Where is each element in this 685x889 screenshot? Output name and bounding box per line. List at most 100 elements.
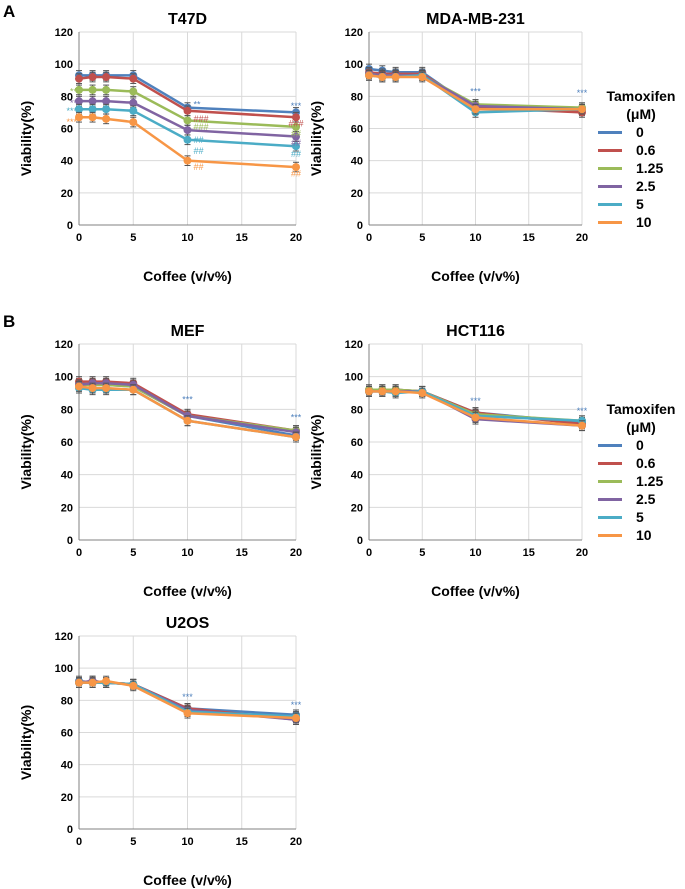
x-tick-label: 20 — [290, 836, 302, 848]
y-tick-label: 80 — [351, 404, 363, 416]
data-point — [75, 382, 83, 391]
data-point — [129, 74, 138, 83]
y-axis-label: Viability(%) — [308, 414, 324, 489]
data-point — [75, 113, 83, 122]
significance-annotation: ** — [194, 99, 202, 109]
significance-annotation: ## — [194, 162, 204, 172]
chart-t47d: 0 20 40 60 80 100 120 0 5 10 15 20 T47D Coffee (v/v%)… — [18, 11, 304, 284]
significance-annotation: *** — [470, 87, 481, 97]
data-point — [378, 387, 387, 396]
data-point — [88, 678, 97, 687]
data-point — [292, 714, 300, 723]
y-tick-label: 20 — [61, 792, 73, 804]
data-point — [183, 156, 192, 165]
legend-entry: 5 — [598, 508, 684, 526]
data-point — [183, 416, 192, 425]
data-point — [129, 98, 138, 107]
y-tick-label: 0 — [67, 220, 73, 232]
legend-swatch — [598, 533, 622, 537]
significance-annotation: ### — [288, 119, 303, 129]
legend-label: 2.5 — [636, 491, 656, 507]
y-tick-label: 120 — [55, 339, 73, 351]
x-tick-label: 15 — [236, 547, 248, 559]
data-point — [88, 113, 97, 122]
data-point — [183, 106, 192, 115]
legend-entry: 0 — [598, 436, 684, 454]
legend-swatch — [598, 220, 622, 224]
significance-annotation: ### — [194, 114, 209, 124]
legend-label: 10 — [636, 214, 652, 230]
legend-entry: 2.5 — [598, 490, 684, 508]
significance-annotation: ### — [194, 122, 209, 132]
legend-label: 0 — [636, 124, 644, 140]
legend-entry: 0 — [598, 123, 684, 141]
y-tick-label: 40 — [351, 470, 363, 482]
data-point — [88, 384, 97, 393]
y-tick-label: 0 — [67, 824, 73, 836]
y-tick-label: 20 — [351, 502, 363, 514]
data-point — [292, 113, 300, 122]
data-point — [88, 105, 97, 114]
legend-label: 5 — [636, 509, 644, 525]
series-5 — [75, 103, 300, 152]
legend-swatch — [598, 497, 622, 501]
data-point — [75, 678, 83, 687]
series-1.25 — [75, 84, 300, 133]
x-tick-label: 0 — [76, 836, 82, 848]
x-tick-label: 0 — [76, 547, 82, 559]
x-axis-label: Coffee (v/v%) — [431, 268, 520, 284]
data-point — [471, 413, 480, 422]
x-tick-label: 10 — [181, 232, 193, 244]
legend-swatch — [598, 202, 622, 206]
x-tick-label: 5 — [130, 547, 136, 559]
legend-label: 10 — [636, 527, 652, 543]
x-axis-label: Coffee (v/v%) — [431, 583, 520, 599]
series-10 — [75, 111, 300, 173]
y-tick-label: 40 — [61, 760, 73, 772]
chart-u2os: 0 20 40 60 80 100 120 0 5 10 15 20 U2OS Coffee (v/v%)… — [18, 615, 302, 888]
data-point — [183, 126, 192, 135]
x-tick-label: 0 — [366, 547, 372, 559]
y-tick-label: 60 — [61, 437, 73, 449]
chart-title: U2OS — [166, 615, 210, 632]
y-tick-label: 120 — [55, 631, 73, 643]
data-point — [292, 433, 300, 442]
data-point — [292, 122, 300, 131]
x-tick-label: 15 — [523, 547, 535, 559]
x-tick-label: 20 — [290, 232, 302, 244]
legend-swatch — [598, 184, 622, 188]
data-point — [471, 105, 480, 114]
y-tick-label: 80 — [61, 695, 73, 707]
y-tick-label: 80 — [61, 91, 73, 103]
panel-label-a: A — [3, 2, 16, 21]
legend-entry: 0.6 — [598, 141, 684, 159]
significance-annotation: *** — [577, 88, 588, 98]
significance-annotation: ## — [291, 128, 301, 138]
chart-mef: 0 20 40 60 80 100 120 0 5 10 15 20 MEF Coffee (v/v%) V… — [18, 323, 302, 599]
legend-title: Tamoxifen — [606, 88, 676, 104]
significance-annotation: *** — [291, 413, 302, 423]
y-tick-label: 100 — [345, 372, 363, 384]
chart-title: T47D — [168, 11, 207, 28]
data-point — [183, 116, 192, 125]
y-tick-label: 20 — [351, 188, 363, 200]
series-10 — [365, 385, 586, 432]
x-tick-label: 0 — [76, 232, 82, 244]
legend-swatch — [598, 479, 622, 483]
y-tick-label: 20 — [61, 502, 73, 514]
data-point — [102, 677, 111, 686]
chart-mda-mb-231: 0 20 40 60 80 100 120 0 5 10 15 20 MDA-MB-231 Coffee … — [308, 11, 588, 284]
x-tick-label: 20 — [576, 547, 588, 559]
series-0.6 — [75, 71, 300, 123]
x-axis-label: Coffee (v/v%) — [143, 268, 232, 284]
significance-annotation: *** — [470, 396, 481, 406]
legend-entry: 1.25 — [598, 159, 684, 177]
data-point — [418, 389, 427, 397]
legend-unit: (μM) — [626, 106, 656, 122]
data-point — [578, 105, 586, 114]
data-point — [365, 71, 373, 80]
significance-annotation: *** — [66, 106, 77, 116]
y-tick-label: 0 — [357, 220, 363, 232]
significance-annotation: *** — [291, 101, 302, 111]
